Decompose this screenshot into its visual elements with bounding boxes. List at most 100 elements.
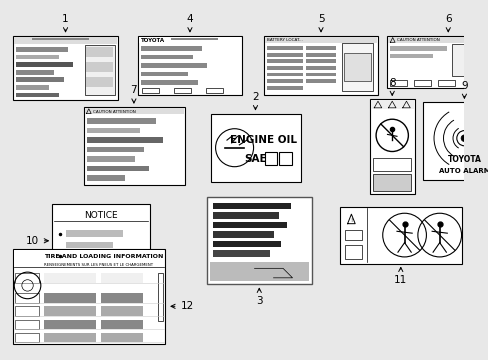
Bar [266, 66, 303, 70]
Bar [32, 37, 89, 40]
Bar [84, 108, 184, 114]
Bar [387, 37, 488, 43]
Bar [16, 55, 59, 59]
Bar [212, 241, 281, 247]
Bar [212, 203, 290, 210]
Bar [16, 77, 63, 82]
Bar [101, 306, 143, 316]
Bar [177, 108, 182, 113]
Bar [279, 152, 291, 165]
Bar [305, 66, 336, 70]
Bar [83, 107, 185, 185]
Text: BATTERY LOCAT...: BATTERY LOCAT... [266, 39, 302, 42]
Bar [86, 62, 113, 72]
Bar [15, 333, 39, 342]
Bar [140, 63, 206, 68]
Bar [13, 36, 118, 100]
Text: TOYOTA: TOYOTA [140, 38, 164, 43]
Bar [16, 93, 59, 97]
Bar [141, 88, 158, 93]
Bar [43, 333, 96, 342]
Bar [209, 262, 308, 281]
Text: TOYOTA: TOYOTA [447, 154, 480, 163]
Bar [87, 156, 135, 162]
Bar [344, 230, 361, 240]
Bar [139, 37, 241, 43]
Circle shape [460, 135, 467, 141]
Bar [15, 273, 39, 283]
Bar [86, 47, 113, 57]
Text: !: ! [349, 218, 352, 223]
Bar [372, 174, 410, 192]
Bar [140, 46, 202, 51]
Bar [84, 45, 115, 95]
Bar [65, 254, 122, 271]
Bar [43, 320, 96, 329]
Bar [14, 37, 117, 44]
Bar [206, 197, 311, 284]
Bar [24, 37, 27, 40]
Circle shape [456, 131, 471, 146]
Bar [305, 59, 336, 63]
Bar [171, 37, 218, 40]
Bar [465, 80, 488, 86]
Bar [437, 80, 454, 86]
Bar [264, 152, 277, 165]
Bar [343, 53, 370, 81]
Text: ENGINE OIL: ENGINE OIL [229, 135, 296, 145]
Bar [212, 222, 286, 229]
Bar [16, 47, 68, 52]
Bar [15, 293, 39, 302]
Bar [15, 37, 18, 40]
Bar [20, 37, 23, 40]
Bar [140, 55, 192, 59]
Text: RENSEIGNEMENTS SUR LES PNEUS ET LE CHARGEMENT: RENSEIGNEMENTS SUR LES PNEUS ET LE CHARG… [43, 262, 152, 266]
Text: 3: 3 [255, 288, 262, 306]
Bar [369, 99, 414, 194]
Text: 12: 12 [171, 301, 193, 311]
Text: 11: 11 [393, 267, 407, 285]
Bar [14, 250, 164, 267]
Text: 5: 5 [317, 14, 324, 32]
Bar [140, 72, 188, 76]
Bar [87, 118, 156, 124]
Text: 8: 8 [388, 78, 395, 95]
Text: CAUTION ATTENTION: CAUTION ATTENTION [93, 110, 136, 114]
Bar [305, 46, 336, 50]
Bar [16, 85, 49, 90]
Bar [87, 137, 163, 143]
Bar [43, 293, 96, 302]
Text: NOTICE: NOTICE [83, 211, 117, 220]
Bar [212, 212, 279, 219]
Bar [212, 250, 269, 257]
Bar [101, 293, 143, 302]
Bar [389, 46, 447, 51]
Bar [212, 231, 274, 238]
Bar [451, 44, 488, 76]
Text: 7: 7 [130, 85, 137, 103]
Bar [16, 70, 54, 75]
Text: 6: 6 [444, 14, 450, 32]
Bar [101, 273, 143, 283]
Bar [339, 207, 461, 264]
Bar [266, 46, 303, 50]
Bar [65, 230, 122, 237]
Bar [341, 43, 372, 91]
Bar [210, 113, 301, 182]
Bar [173, 88, 190, 93]
Bar [344, 244, 361, 259]
Bar [101, 320, 143, 329]
Text: TIRE AND LOADING INFORMATION: TIRE AND LOADING INFORMATION [43, 255, 163, 260]
Bar [413, 80, 430, 86]
Text: 9: 9 [460, 81, 467, 98]
Text: 2: 2 [252, 92, 258, 110]
Text: CAUTION ATTENTION: CAUTION ATTENTION [396, 39, 439, 42]
Bar [266, 53, 303, 57]
Bar [305, 53, 336, 57]
Text: SAE: SAE [244, 154, 266, 164]
Bar [43, 306, 96, 316]
Text: 10: 10 [26, 236, 48, 246]
Bar [138, 36, 242, 95]
Bar [87, 147, 144, 152]
Bar [43, 273, 96, 283]
